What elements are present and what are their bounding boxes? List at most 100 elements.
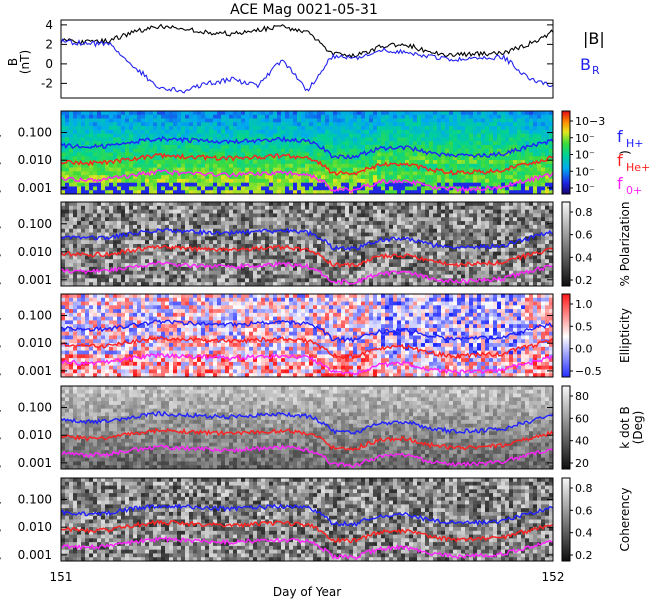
- heatmap-cell: [189, 118, 194, 123]
- heatmap-cell: [413, 217, 418, 222]
- heatmap-cell: [189, 141, 194, 146]
- heatmap-cell: [217, 221, 222, 226]
- heatmap-cell: [365, 186, 370, 191]
- heatmap-cell: [461, 111, 466, 116]
- heatmap-cell: [361, 278, 366, 283]
- heatmap-cell: [369, 205, 374, 210]
- heatmap-cell: [161, 282, 166, 287]
- heatmap-cell: [357, 148, 362, 153]
- heatmap-cell: [157, 228, 162, 233]
- heatmap-cell: [505, 118, 510, 123]
- heatmap-cell: [409, 126, 414, 131]
- heatmap-cell: [545, 148, 550, 153]
- heatmap-cell: [461, 232, 466, 237]
- heatmap-cell: [157, 118, 162, 123]
- heatmap-cell: [521, 137, 526, 142]
- heatmap-cell: [345, 236, 350, 241]
- heatmap-cell: [437, 126, 442, 131]
- heatmap-cell: [165, 111, 170, 116]
- heatmap-cell: [277, 122, 282, 127]
- heatmap-cell: [353, 182, 358, 187]
- heatmap-cell: [361, 182, 366, 187]
- heatmap-cell: [73, 186, 78, 191]
- heatmap-cell: [137, 236, 142, 241]
- heatmap-cell: [165, 156, 170, 161]
- heatmap-cell: [109, 160, 114, 165]
- heatmap-cell: [365, 232, 370, 237]
- heatmap-cell: [525, 129, 530, 134]
- heatmap-cell: [389, 160, 394, 165]
- heatmap-cell: [117, 274, 122, 279]
- heatmap-cell: [541, 175, 546, 180]
- heatmap-cell: [217, 251, 222, 256]
- spectrogram-layers: [61, 111, 554, 562]
- heatmap-cell: [289, 278, 294, 283]
- heatmap-cell: [149, 202, 154, 207]
- heatmap-cell: [373, 114, 378, 119]
- heatmap-cell: [273, 144, 278, 150]
- heatmap-cell: [445, 266, 450, 272]
- heatmap-cell: [121, 129, 126, 134]
- heatmap-cell: [125, 274, 130, 279]
- heatmap-cell: [109, 178, 114, 184]
- heatmap-cell: [129, 152, 134, 157]
- heatmap-cell: [409, 221, 414, 226]
- heatmap-cell: [401, 137, 406, 142]
- heatmap-cell: [145, 178, 150, 184]
- heatmap-cell: [93, 148, 98, 153]
- heatmap-cell: [433, 126, 438, 131]
- heatmap-cell: [217, 148, 222, 153]
- heatmap-cell: [389, 118, 394, 123]
- heatmap-cell: [233, 255, 238, 260]
- heatmap-cell: [313, 274, 318, 279]
- heatmap-cell: [461, 122, 466, 127]
- heatmap-cell: [481, 167, 486, 172]
- heatmap-cell: [365, 224, 370, 230]
- heatmap-cell: [313, 118, 318, 123]
- heatmap-cell: [225, 259, 230, 264]
- heatmap-cell: [521, 182, 526, 187]
- heatmap-cell: [465, 266, 470, 272]
- heatmap-cell: [233, 156, 238, 161]
- heatmap-cell: [249, 163, 254, 168]
- heatmap-cell: [109, 111, 114, 116]
- heatmap-cell: [433, 160, 438, 165]
- heatmap-cell: [253, 175, 258, 180]
- heatmap-cell: [397, 217, 402, 222]
- heatmap-cell: [413, 163, 418, 168]
- heatmap-cell: [525, 141, 530, 146]
- heatmap-cell: [385, 137, 390, 142]
- heatmap-cell: [373, 244, 378, 249]
- heatmap-cell: [421, 224, 426, 230]
- heatmap-cell: [413, 266, 418, 272]
- heatmap-cell: [357, 163, 362, 168]
- heatmap-cell: [381, 270, 386, 275]
- heatmap-cell: [85, 213, 90, 218]
- heatmap-cell: [313, 202, 318, 207]
- heatmap-cell: [349, 224, 354, 230]
- heatmap-cell: [101, 224, 106, 230]
- heatmap-cell: [461, 255, 466, 260]
- heatmap-cell: [409, 152, 414, 157]
- heatmap-cell: [101, 141, 106, 146]
- heatmap-cell: [97, 247, 102, 252]
- heatmap-cell: [361, 133, 366, 138]
- heatmap-cell: [237, 190, 242, 195]
- heatmap-cell: [397, 247, 402, 252]
- heatmap-cell: [517, 144, 522, 150]
- heatmap-cell: [317, 209, 322, 214]
- heatmap-cell: [377, 244, 382, 249]
- heatmap-cell: [177, 232, 182, 237]
- heatmap-cell: [209, 202, 214, 207]
- heatmap-cell: [473, 114, 478, 119]
- heatmap-cell: [153, 282, 158, 287]
- heatmap-cell: [293, 217, 298, 222]
- heatmap-cell: [333, 209, 338, 214]
- heatmap-cell: [285, 111, 290, 116]
- heatmap-cell: [353, 167, 358, 172]
- heatmap-cell: [509, 144, 514, 150]
- heatmap-cell: [397, 224, 402, 230]
- heatmap-cell: [277, 259, 282, 264]
- heatmap-cell: [285, 163, 290, 168]
- heatmap-cell: [385, 263, 390, 268]
